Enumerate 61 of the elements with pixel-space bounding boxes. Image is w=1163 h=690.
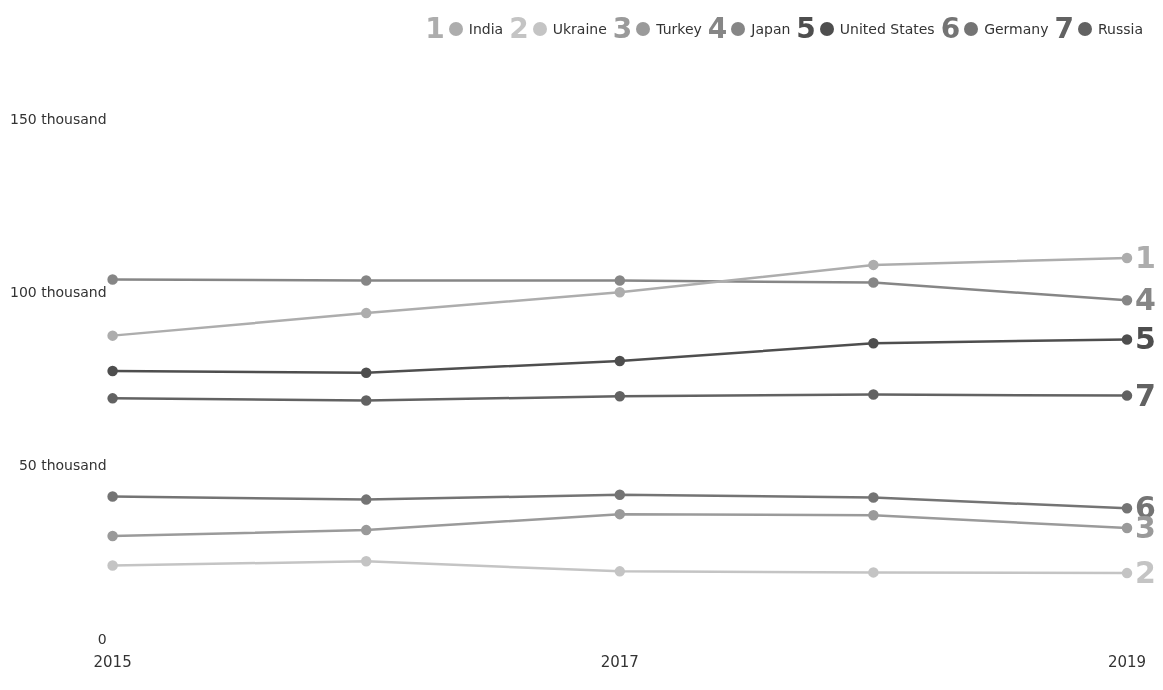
point — [614, 275, 626, 286]
point — [1121, 295, 1133, 306]
text: 5 — [1135, 321, 1156, 357]
text: 4 — [707, 12, 728, 45]
point — [1121, 390, 1133, 401]
point — [1121, 503, 1133, 514]
text: 1 — [1135, 239, 1156, 275]
text: 2 — [509, 12, 529, 45]
x-tick-label: 2015 — [93, 652, 132, 671]
point — [360, 307, 372, 319]
point — [107, 530, 118, 542]
text: 7 — [1135, 377, 1156, 413]
point — [360, 494, 372, 505]
legend-label: Germany — [984, 20, 1049, 37]
point — [1121, 567, 1133, 579]
y-tick-label: 100 thousand — [10, 283, 107, 300]
point — [107, 274, 118, 285]
point — [1121, 252, 1133, 264]
legend-label: Japan — [751, 20, 791, 37]
point — [360, 275, 372, 286]
point — [360, 395, 372, 406]
y-tick-label: 150 thousand — [10, 110, 107, 127]
legend-label: India — [468, 20, 504, 37]
point — [1121, 334, 1133, 345]
point — [614, 355, 626, 367]
point — [614, 391, 626, 402]
text: 2 — [1135, 555, 1156, 591]
point — [614, 508, 626, 520]
text: 4 — [1135, 282, 1156, 318]
point — [360, 367, 372, 378]
point — [360, 556, 372, 567]
text: 7 — [1054, 12, 1074, 45]
point — [614, 489, 626, 500]
point — [107, 491, 118, 502]
legend-label: Ukraine — [552, 20, 607, 37]
point — [868, 509, 879, 521]
text: 5 — [796, 12, 816, 45]
point — [868, 259, 879, 271]
point — [1121, 522, 1133, 534]
point — [868, 338, 879, 349]
point — [360, 524, 372, 536]
x-tick-label: 2017 — [600, 652, 639, 671]
point — [614, 566, 626, 577]
y-tick-label: 0 — [97, 630, 107, 647]
point — [868, 492, 879, 503]
text: 3 — [612, 12, 633, 45]
point — [868, 389, 879, 400]
point — [107, 560, 118, 571]
point — [107, 393, 118, 404]
y-tick-label: 50 thousand — [18, 457, 107, 474]
text: 1 — [425, 12, 445, 45]
point — [107, 365, 118, 377]
legend-label: United States — [839, 20, 935, 37]
point — [107, 330, 118, 341]
legend-label: Russia — [1097, 20, 1143, 37]
point — [614, 287, 626, 298]
point — [868, 567, 879, 578]
point — [868, 277, 879, 288]
text: 6 — [940, 12, 961, 45]
legend-label: Turkey — [656, 20, 702, 37]
x-tick-label: 2019 — [1107, 652, 1147, 671]
